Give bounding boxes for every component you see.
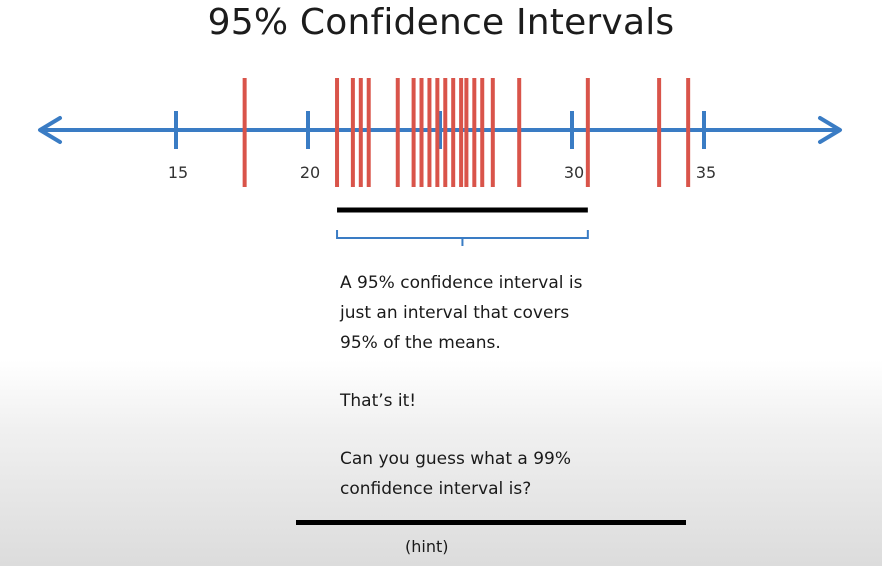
interval-bracket	[336, 230, 589, 246]
slide-title: 95% Confidence Intervals	[207, 2, 675, 43]
tick-label: 30	[564, 163, 584, 182]
caption-line: just an interval that covers	[340, 303, 570, 323]
left-arrow-icon	[38, 116, 62, 144]
number-line-diagram: 15 20 30 35	[38, 78, 842, 246]
caption-line: A 95% confidence interval is	[340, 273, 583, 293]
hint-rule	[296, 520, 686, 525]
right-arrow-icon	[818, 116, 842, 144]
tick-label: 20	[300, 163, 320, 182]
tick-label: 35	[696, 163, 716, 182]
caption-line: Can you guess what a 99%	[340, 449, 572, 469]
caption-line: That’s it!	[340, 391, 417, 411]
caption-line: 95% of the means.	[340, 333, 501, 353]
caption-line: confidence interval is?	[340, 479, 532, 499]
caption-block: A 95% confidence interval is just an int…	[340, 268, 640, 504]
tick-label: 15	[168, 163, 188, 182]
hint-label: (hint)	[405, 537, 449, 556]
